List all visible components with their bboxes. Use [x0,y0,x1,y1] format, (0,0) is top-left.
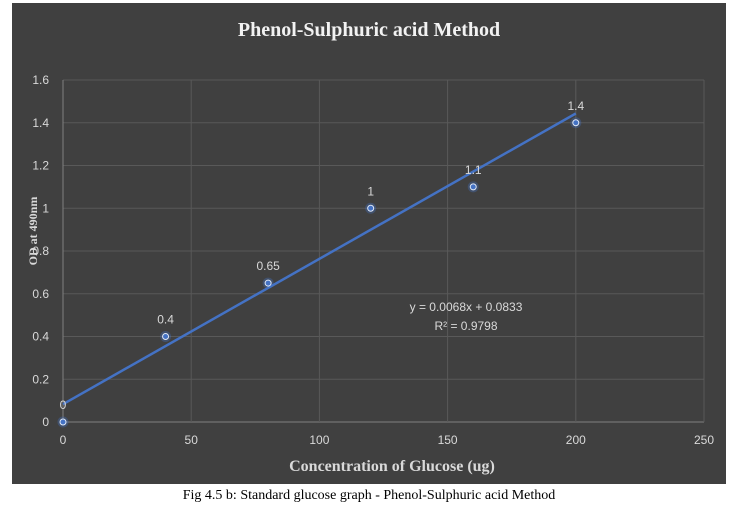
data-label: 0.4 [157,313,174,327]
trendline-layer [62,112,577,406]
y-tick-label: 1.4 [32,116,49,130]
x-tick-label: 150 [438,433,458,447]
y-tick-label: 1 [42,201,49,215]
data-label: 0 [60,398,67,412]
chart-title: Phenol-Sulphuric acid Method [238,19,500,41]
x-axis-label: Concentration of Glucose (ug) [289,458,495,475]
y-tick-label: 0 [42,415,49,429]
y-tick-label: 1.6 [32,73,49,87]
trendline-r2: R² = 0.9798 [434,319,497,333]
trendline-equation: y = 0.0068x + 0.0833 [410,300,523,314]
chart-svg: Phenol-Sulphuric acid Method 00.20.40.60… [26,19,714,475]
x-tick-label: 200 [566,433,586,447]
data-point [572,119,580,127]
y-tick-label: 1.2 [32,159,49,173]
figure-caption: Fig 4.5 b: Standard glucose graph - Phen… [182,488,556,503]
y-tick-label: 0.2 [32,372,49,386]
y-tick-label: 0.4 [32,330,49,344]
points-layer [57,117,582,428]
data-label: 1.4 [567,99,584,113]
x-tick-label: 0 [60,433,67,447]
y-tick-label: 0.6 [32,287,49,301]
data-label: 1 [367,184,374,198]
data-point [469,183,477,191]
data-point [264,279,272,287]
trendline [62,112,577,406]
x-tick-label: 50 [185,433,199,447]
y-tick-label: 0.8 [32,244,49,258]
labels-layer: 0 0.4 0.65 1 1.1 1.4 [60,99,585,412]
data-label: 1.1 [465,163,482,177]
data-label: 0.65 [256,259,280,273]
grid-layer: 0 0.2 0.4 0.6 0.8 1 1.2 1.4 1.6 0 50 100 150 200 250 [32,73,714,447]
x-tick-label: 250 [694,433,714,447]
chart-panel: Phenol-Sulphuric acid Method 0 0.2 0.4 0.6 0… [12,3,726,484]
x-tick-label: 100 [309,433,329,447]
data-point [59,418,67,426]
data-point [162,333,170,340]
y-axis-label: OD at 490nm [26,197,40,266]
data-point [367,204,375,212]
